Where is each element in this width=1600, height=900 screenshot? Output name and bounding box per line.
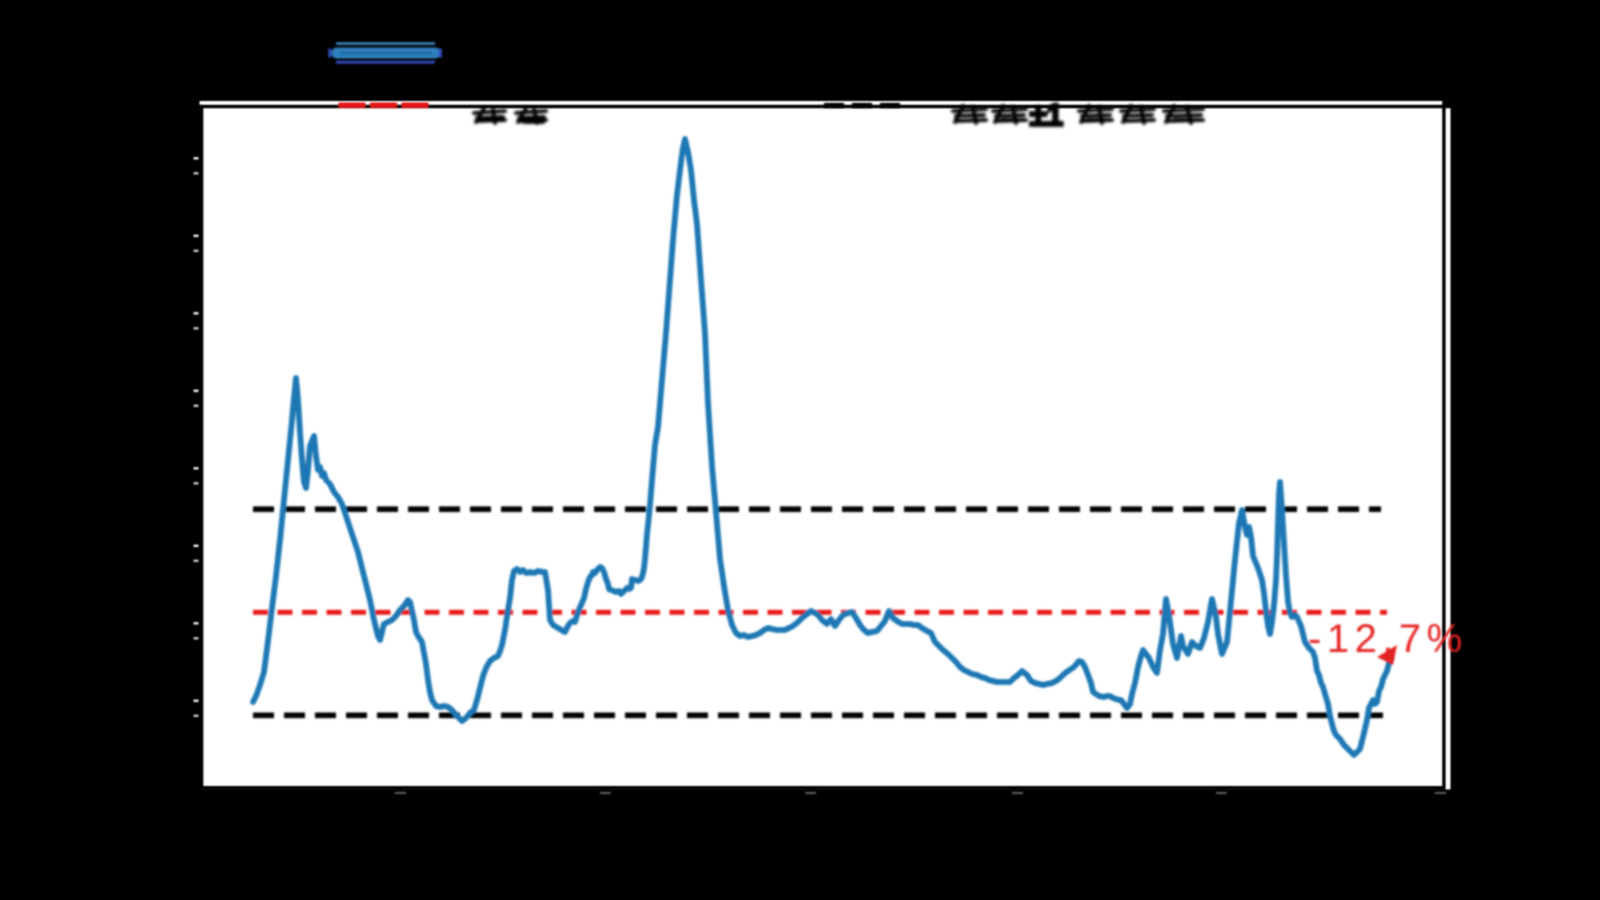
svg-text:-12.7%: -12.7% [1308,617,1468,661]
svg-text:±1: ±1 [1030,99,1063,132]
